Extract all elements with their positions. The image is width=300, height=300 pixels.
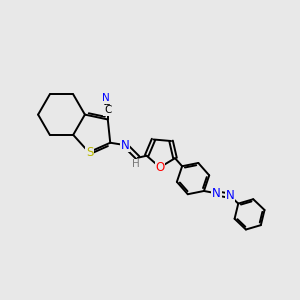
Text: S: S	[86, 146, 93, 159]
Text: N: N	[212, 187, 221, 200]
Text: H: H	[132, 159, 139, 169]
Text: N: N	[226, 189, 234, 202]
Text: O: O	[155, 161, 165, 174]
Text: N: N	[102, 94, 110, 103]
Text: C: C	[104, 106, 112, 116]
Text: N: N	[121, 139, 130, 152]
